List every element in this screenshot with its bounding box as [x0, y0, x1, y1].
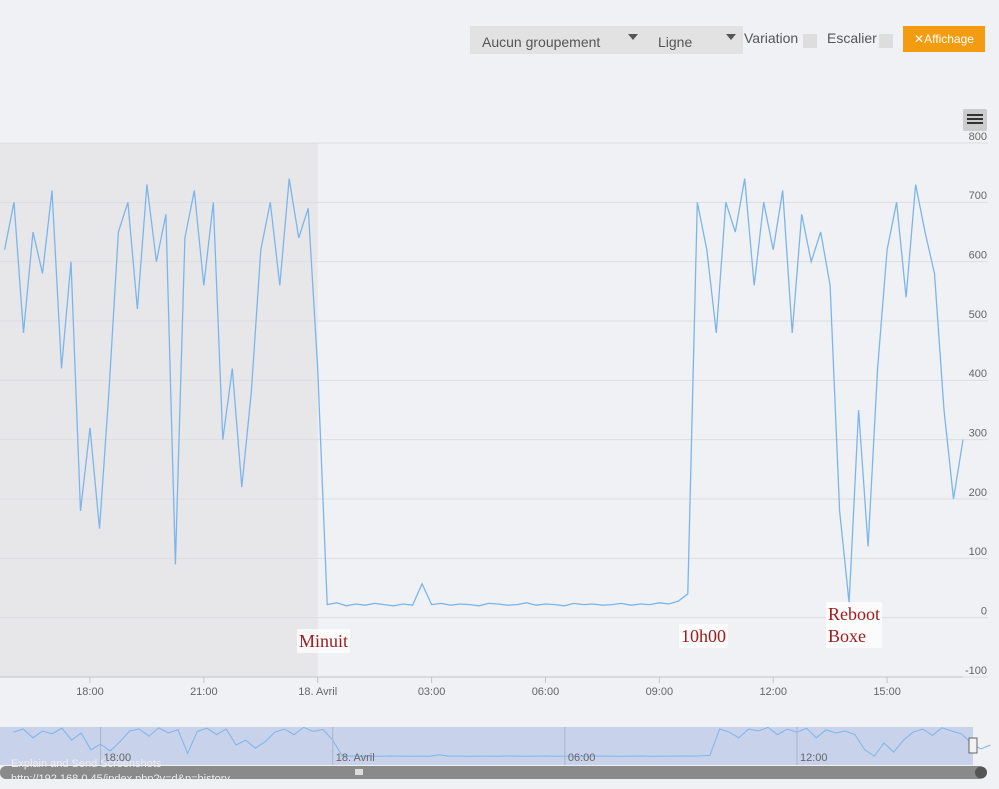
close-icon: ✕	[914, 32, 925, 46]
x-tick-label: 21:00	[190, 686, 218, 698]
navigator-line	[13, 726, 991, 757]
x-tick-label: 12:00	[759, 686, 787, 698]
navigator-handle	[968, 737, 978, 754]
y-tick-label: 500	[969, 309, 987, 321]
footer-url[interactable]: http://192.168.0.45/index.php?v=d&p=hist…	[11, 773, 230, 785]
y-tick-label: 700	[969, 190, 987, 202]
menu-icon	[967, 114, 983, 116]
grouping-select[interactable]: Aucun groupement	[482, 34, 601, 50]
scrollbar-grip	[355, 769, 363, 775]
scrollbar	[0, 766, 985, 779]
navigator-background	[0, 727, 973, 765]
y-tick-label: 300	[969, 428, 987, 440]
annotation: Minuit	[297, 629, 351, 653]
dropdown-arrow	[628, 34, 638, 45]
annotation: Reboot Boxe	[826, 602, 882, 648]
y-tick-label: 400	[969, 368, 987, 380]
x-tick-label: 18. Avril	[298, 686, 337, 698]
style-select[interactable]: Ligne	[658, 34, 693, 50]
select-box[interactable]	[470, 26, 743, 54]
navigator-tick-label: 12:00	[800, 752, 828, 764]
x-tick-label: 06:00	[532, 686, 560, 698]
stairs-checkbox[interactable]	[879, 34, 893, 48]
y-tick-label: 600	[969, 250, 987, 262]
display-button[interactable]: ✕Affichage	[903, 26, 985, 52]
stairs-label: Escalier	[827, 30, 877, 46]
y-tick-label: -100	[965, 665, 987, 677]
navigator-tick-label: 06:00	[568, 752, 596, 764]
y-tick-label: 800	[969, 131, 987, 143]
y-tick-label: 0	[981, 606, 987, 618]
data-line	[3, 178, 964, 607]
x-tick-label: 18:00	[76, 686, 104, 698]
annotation-line: Reboot	[828, 604, 880, 624]
y-tick-label: 200	[969, 487, 987, 499]
x-tick-label: 09:00	[646, 686, 674, 698]
y-tick-label: 100	[969, 546, 987, 558]
footer-text[interactable]: Explain and Send Screenshots	[11, 758, 162, 770]
dropdown-arrow	[726, 34, 736, 45]
x-tick-label: 03:00	[418, 686, 446, 698]
display-label: Affichage	[924, 32, 974, 46]
variation-checkbox[interactable]	[803, 34, 817, 48]
x-tick-label: 15:00	[873, 686, 901, 698]
menu-button[interactable]	[963, 109, 987, 131]
variation-label: Variation	[744, 30, 799, 46]
navigator-tick-label: 18. Avril	[336, 752, 375, 764]
annotation-line: Boxe	[828, 626, 866, 646]
scrollbar-button	[975, 766, 987, 779]
navigator-tick-label: 18:00	[104, 752, 132, 764]
annotation: 10h00	[679, 624, 728, 648]
